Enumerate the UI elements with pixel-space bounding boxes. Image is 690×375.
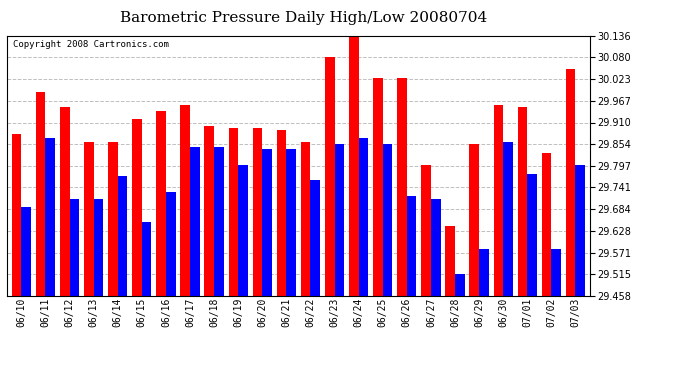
Bar [542,153,551,296]
Bar [60,107,70,296]
Bar [422,165,431,296]
Bar [469,144,479,296]
Bar [21,207,31,296]
Bar [238,165,248,296]
Bar [166,192,175,296]
Bar [214,147,224,296]
Bar [493,105,503,296]
Bar [373,78,383,296]
Bar [527,174,537,296]
Bar [518,107,527,296]
Bar [156,111,166,296]
Text: Copyright 2008 Cartronics.com: Copyright 2008 Cartronics.com [12,39,168,48]
Bar [566,69,575,296]
Bar [325,57,335,296]
Bar [431,200,441,296]
Bar [277,130,286,296]
Bar [36,92,46,296]
Bar [204,126,214,296]
Bar [228,128,238,296]
Bar [310,180,320,296]
Bar [94,200,104,296]
Bar [286,149,296,296]
Bar [142,222,152,296]
Bar [551,249,561,296]
Bar [132,118,142,296]
Bar [70,200,79,296]
Bar [190,147,199,296]
Bar [180,105,190,296]
Bar [359,138,368,296]
Bar [455,274,464,296]
Bar [108,142,118,296]
Bar [253,128,262,296]
Bar [84,142,94,296]
Bar [46,138,55,296]
Text: Barometric Pressure Daily High/Low 20080704: Barometric Pressure Daily High/Low 20080… [120,11,487,25]
Bar [445,226,455,296]
Bar [575,165,585,296]
Bar [335,144,344,296]
Bar [118,176,128,296]
Bar [407,195,417,296]
Bar [262,149,272,296]
Bar [397,78,407,296]
Bar [503,142,513,296]
Bar [301,142,310,296]
Bar [349,36,359,296]
Bar [12,134,21,296]
Bar [479,249,489,296]
Bar [383,144,393,296]
